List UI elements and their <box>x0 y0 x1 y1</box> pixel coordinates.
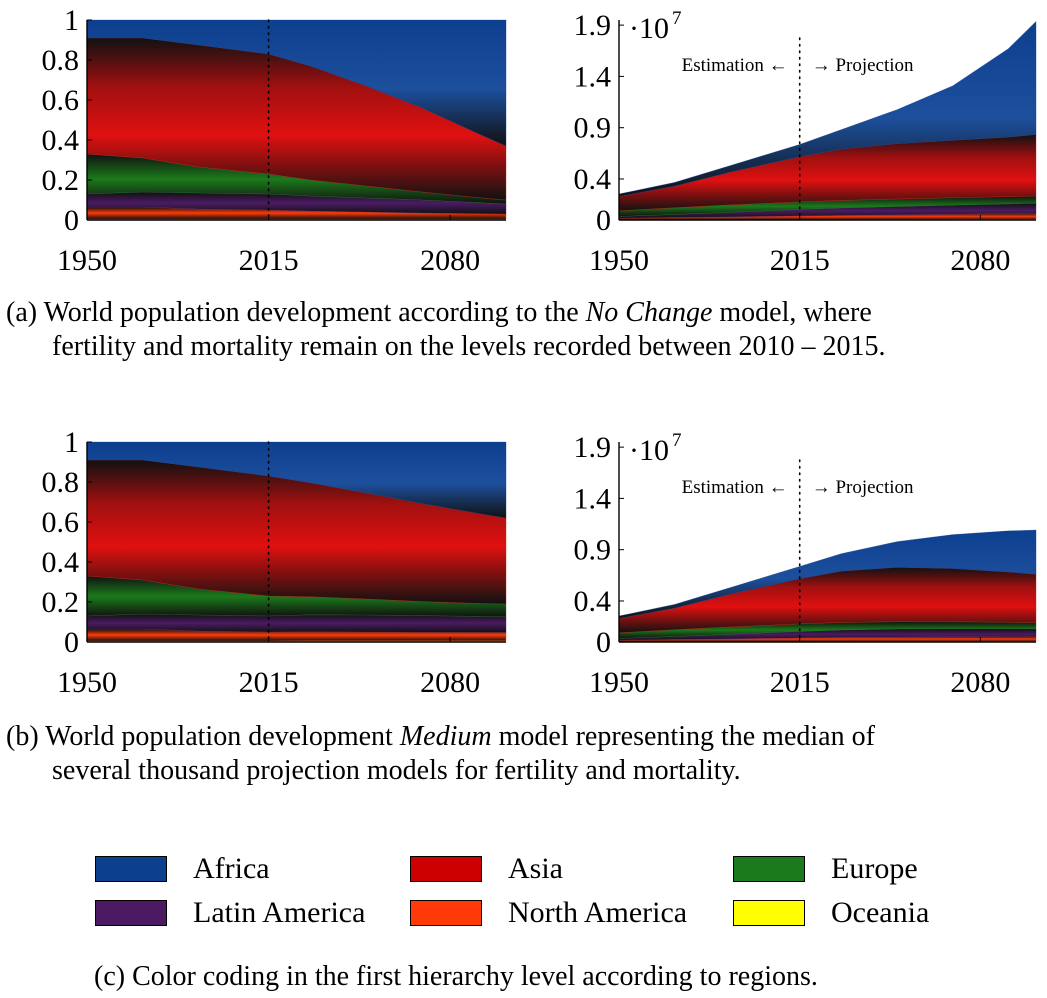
y-tick-label: 0.2 <box>42 164 80 197</box>
legend-swatch-europe <box>733 856 805 882</box>
annotation-projection: → Projection <box>812 477 914 498</box>
x-tick-label: 2080 <box>420 244 480 277</box>
legend-item-europe: Europe <box>733 852 918 885</box>
y-tick-label: 1.9 <box>574 9 612 42</box>
caption-b-line2: several thousand projection models for f… <box>52 755 741 786</box>
x-tick-label: 2080 <box>950 666 1010 699</box>
x-tick-label: 2015 <box>770 244 830 277</box>
caption-a-line2: fertility and mortality remain on the le… <box>52 331 886 362</box>
legend-label-oceania: Oceania <box>831 896 930 929</box>
annotation-estimation: Estimation ← <box>682 55 788 76</box>
y-tick-label: 0 <box>64 204 79 237</box>
legend-item-africa: Africa <box>95 852 270 885</box>
exponent-power: 7 <box>672 8 682 29</box>
caption-b-suffix: model representing the median of <box>491 721 875 752</box>
y-tick-label: 0.4 <box>574 163 612 196</box>
y-tick-label: 0.6 <box>42 506 80 539</box>
chart-b-share: 0 0.2 0.4 0.6 0.8 1 1950 2015 2080 <box>42 426 507 699</box>
chart-b-abs: 0 0.4 0.9 1.4 1.9 1950 2015 2080 ·10 7 Estimation … <box>574 430 1037 699</box>
caption-b-prefix: (b) World population development <box>6 721 400 752</box>
annotation-projection: → Projection <box>812 55 914 76</box>
legend-swatch-asia <box>410 856 482 882</box>
legend-swatch-oceania <box>733 900 805 926</box>
y-tick-label: 1.9 <box>574 431 612 464</box>
x-tick-label: 2015 <box>239 666 299 699</box>
x-tick-label: 2015 <box>239 244 299 277</box>
exponent-power: 7 <box>672 430 682 451</box>
legend-label-africa: Africa <box>193 852 270 885</box>
y-tick-label: 0.8 <box>42 466 80 499</box>
caption-a-italic: No Change <box>585 297 713 328</box>
legend-label-europe: Europe <box>831 852 918 885</box>
legend-item-oceania: Oceania <box>733 896 930 929</box>
legend-label-asia: Asia <box>508 852 563 885</box>
legend-swatch-africa <box>95 856 167 882</box>
legend-label-latin-america: Latin America <box>193 896 366 929</box>
y-tick-label: 0.4 <box>42 124 80 157</box>
caption-a-suffix: model, where <box>712 297 872 328</box>
y-tick-label: 0 <box>596 204 611 237</box>
y-tick-label: 0.4 <box>42 546 80 579</box>
x-tick-label: 2080 <box>950 244 1010 277</box>
caption-a: (a) World population development accordi… <box>6 296 1046 364</box>
legend-swatch-north-america <box>410 900 482 926</box>
x-tick-label: 1950 <box>589 666 649 699</box>
legend-item-latin-america: Latin America <box>95 896 366 929</box>
y-tick-label: 0.9 <box>574 112 612 145</box>
y-tick-label: 0.4 <box>574 585 612 618</box>
caption-c: (c) Color coding in the first hierarchy … <box>94 960 818 994</box>
y-tick-label: 0.2 <box>42 586 80 619</box>
legend-item-asia: Asia <box>410 852 563 885</box>
x-tick-label: 1950 <box>57 666 117 699</box>
x-tick-label: 1950 <box>57 244 117 277</box>
y-tick-label: 1 <box>64 4 79 37</box>
legend-label-north-america: North America <box>508 896 688 929</box>
caption-c-text: (c) Color coding in the first hierarchy … <box>94 961 818 992</box>
y-tick-label: 1.4 <box>574 60 612 93</box>
chart-a-abs: 0 0.4 0.9 1.4 1.9 1950 2015 2080 ·10 7 Estimation … <box>574 8 1037 277</box>
y-tick-label: 1.4 <box>574 482 612 515</box>
legend-swatch-latin-america <box>95 900 167 926</box>
y-tick-label: 0.8 <box>42 44 80 77</box>
x-tick-label: 2015 <box>770 666 830 699</box>
caption-a-prefix: (a) World population development accordi… <box>6 297 586 328</box>
caption-b: (b) World population development Medium … <box>6 720 1046 788</box>
annotation-estimation: Estimation ← <box>682 477 788 498</box>
chart-a-share: 0 0.2 0.4 0.6 0.8 1 1950 2015 2080 <box>42 4 507 277</box>
caption-b-italic: Medium <box>399 721 492 752</box>
x-tick-label: 2080 <box>420 666 480 699</box>
legend-item-north-america: North America <box>410 896 688 929</box>
exponent-label: ·10 <box>629 434 669 467</box>
y-tick-label: 1 <box>64 426 79 459</box>
y-tick-label: 0.9 <box>574 534 612 567</box>
y-tick-label: 0 <box>64 626 79 659</box>
exponent-label: ·10 <box>629 12 669 45</box>
y-tick-label: 0 <box>596 626 611 659</box>
y-tick-label: 0.6 <box>42 84 80 117</box>
x-tick-label: 1950 <box>589 244 649 277</box>
